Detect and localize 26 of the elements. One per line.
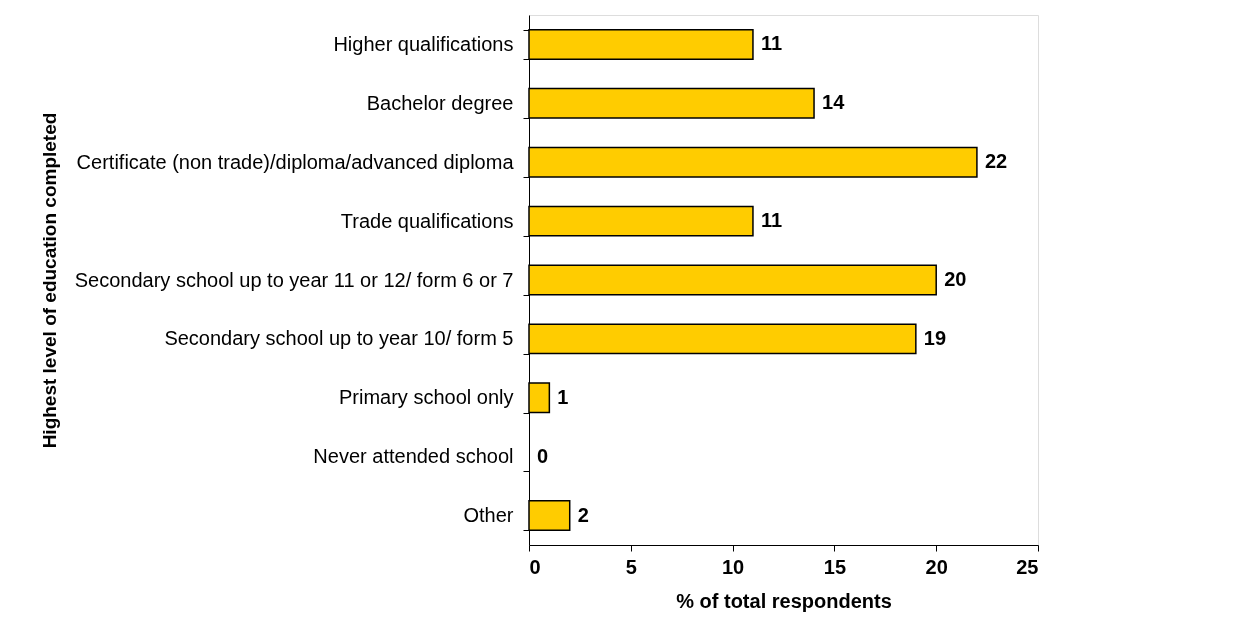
y-tick-label: Higher qualifications — [333, 32, 514, 55]
data-label: 11 — [760, 32, 783, 55]
x-tick-label: 15 — [823, 555, 847, 578]
x-tick-label: 25 — [1016, 555, 1039, 578]
data-label: 19 — [923, 326, 947, 349]
x-axis-title: % of total respondents — [676, 589, 892, 612]
data-label: 2 — [577, 503, 589, 526]
y-tick-label: Other — [463, 504, 514, 527]
data-label: 20 — [944, 268, 967, 290]
data-label: 11 — [760, 209, 783, 232]
y-tick-label: Trade qualifications — [340, 209, 514, 232]
y-tick-label: Bachelor degree — [366, 91, 514, 114]
y-tick-label: Never attended school — [313, 445, 514, 468]
data-label: 14 — [822, 91, 846, 114]
x-tick-label: 0 — [529, 555, 541, 578]
y-tick-label: Certificate (non trade)/diploma/advanced diploma — [76, 150, 515, 173]
x-tick-label: 20 — [925, 555, 948, 578]
data-label: 1 — [557, 385, 569, 408]
y-tick-label: Secondary school up to year 11 or 12/ form 6 or 7 — [74, 268, 514, 291]
y-tick-label: Primary school only — [338, 386, 514, 409]
y-tick-label: Secondary school up to year 10/ form 5 — [164, 327, 514, 350]
x-tick-label: 5 — [625, 555, 637, 578]
data-label: 22 — [984, 150, 1008, 173]
x-tick-label: 10 — [721, 555, 745, 578]
data-label: 0 — [537, 444, 549, 467]
y-axis-title: Highest level of education completed — [38, 112, 60, 449]
